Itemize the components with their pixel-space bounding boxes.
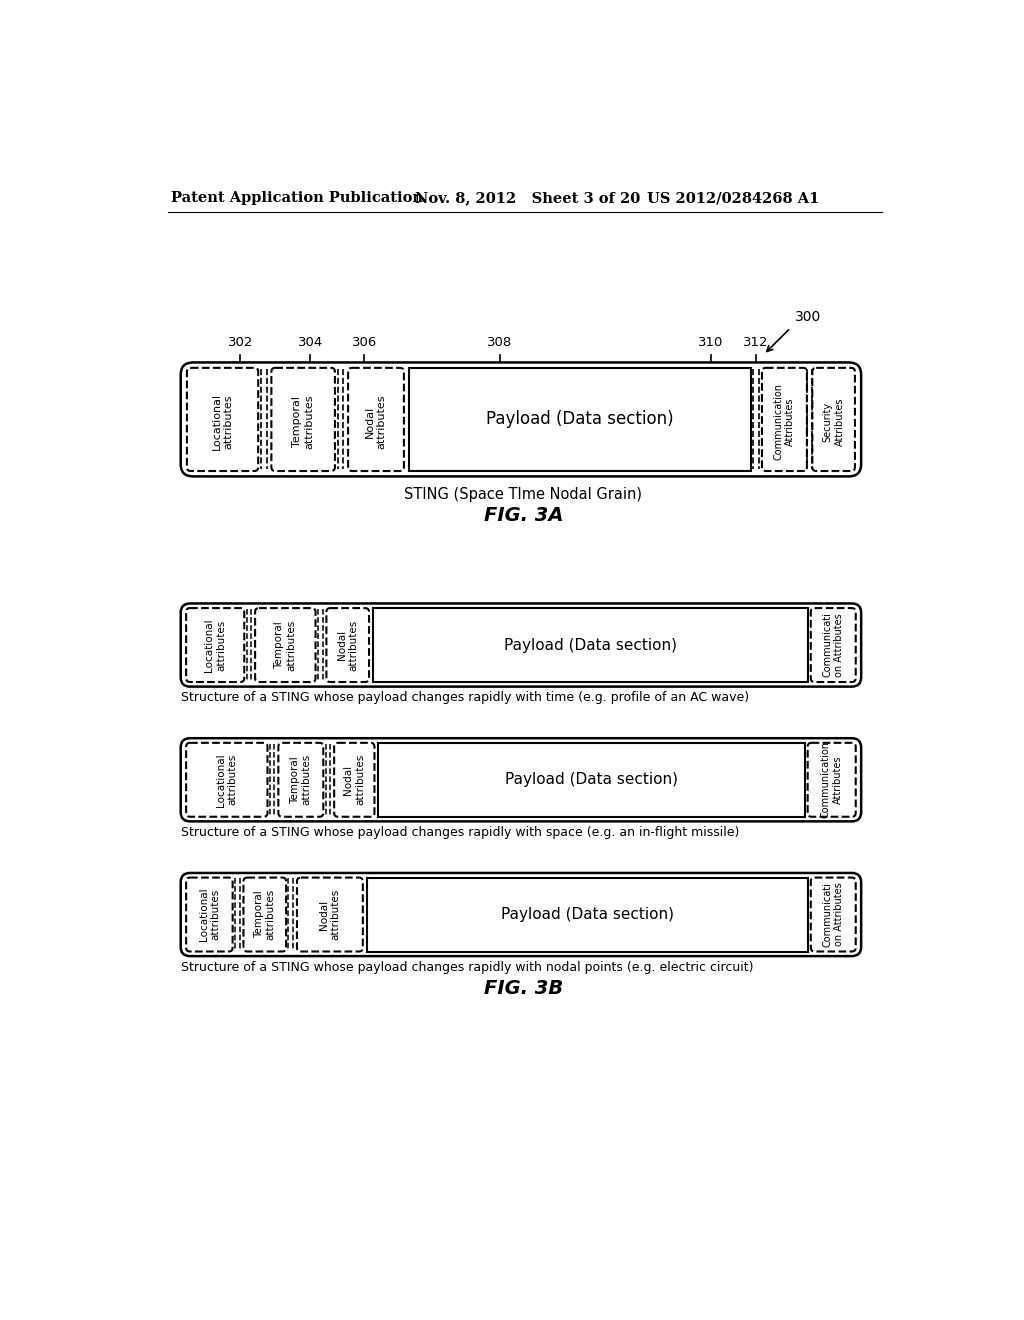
Text: Temporal
attributes: Temporal attributes xyxy=(274,619,296,671)
Text: FIG. 3B: FIG. 3B xyxy=(483,979,563,998)
Bar xyxy=(373,609,809,682)
Text: US 2012/0284268 A1: US 2012/0284268 A1 xyxy=(647,191,819,206)
Bar xyxy=(378,743,805,817)
Text: FIG. 3A: FIG. 3A xyxy=(483,506,563,524)
Text: Communicati
on Attributes: Communicati on Attributes xyxy=(822,612,844,677)
Bar xyxy=(367,878,809,952)
Text: Structure of a STING whose payload changes rapidly with space (e.g. an in-flight: Structure of a STING whose payload chang… xyxy=(180,826,739,840)
Text: STING (Space TIme Nodal Grain): STING (Space TIme Nodal Grain) xyxy=(404,487,642,502)
Text: Structure of a STING whose payload changes rapidly with nodal points (e.g. elect: Structure of a STING whose payload chang… xyxy=(180,961,754,974)
Text: Nov. 8, 2012   Sheet 3 of 20: Nov. 8, 2012 Sheet 3 of 20 xyxy=(415,191,640,206)
Text: Patent Application Publication: Patent Application Publication xyxy=(171,191,423,206)
Text: Temporal
attributes: Temporal attributes xyxy=(292,395,314,449)
Text: Locational
attributes: Locational attributes xyxy=(212,393,233,450)
Bar xyxy=(409,368,751,471)
Text: Temporal
attributes: Temporal attributes xyxy=(290,754,311,805)
Text: 312: 312 xyxy=(743,337,768,350)
Text: Nodal
attributes: Nodal attributes xyxy=(319,888,341,940)
Text: Locational
attributes: Locational attributes xyxy=(199,888,220,941)
Text: Payload (Data section): Payload (Data section) xyxy=(505,772,678,787)
Text: 300: 300 xyxy=(795,310,821,323)
Text: Payload (Data section): Payload (Data section) xyxy=(501,907,674,923)
Text: Communicati
on Attributes: Communicati on Attributes xyxy=(822,882,844,946)
Text: 308: 308 xyxy=(487,337,513,350)
Text: 302: 302 xyxy=(227,337,253,350)
Text: Payload (Data section): Payload (Data section) xyxy=(504,638,677,652)
Text: Nodal
attributes: Nodal attributes xyxy=(343,754,366,805)
Text: 310: 310 xyxy=(698,337,724,350)
Text: Structure of a STING whose payload changes rapidly with time (e.g. profile of an: Structure of a STING whose payload chang… xyxy=(180,692,749,705)
Text: 304: 304 xyxy=(298,337,323,350)
Text: Locational
attributes: Locational attributes xyxy=(205,618,226,672)
Text: 306: 306 xyxy=(352,337,377,350)
Text: Communication
Attributes: Communication Attributes xyxy=(821,742,843,818)
Text: Payload (Data section): Payload (Data section) xyxy=(486,411,674,429)
Text: Nodal
attributes: Nodal attributes xyxy=(337,619,358,671)
Text: Security
Attributes: Security Attributes xyxy=(823,397,845,446)
Text: Nodal
attributes: Nodal attributes xyxy=(366,395,387,449)
Text: Locational
attributes: Locational attributes xyxy=(216,752,238,807)
Text: Temporal
attributes: Temporal attributes xyxy=(254,888,275,940)
Text: Communication
Attributes: Communication Attributes xyxy=(773,383,796,461)
